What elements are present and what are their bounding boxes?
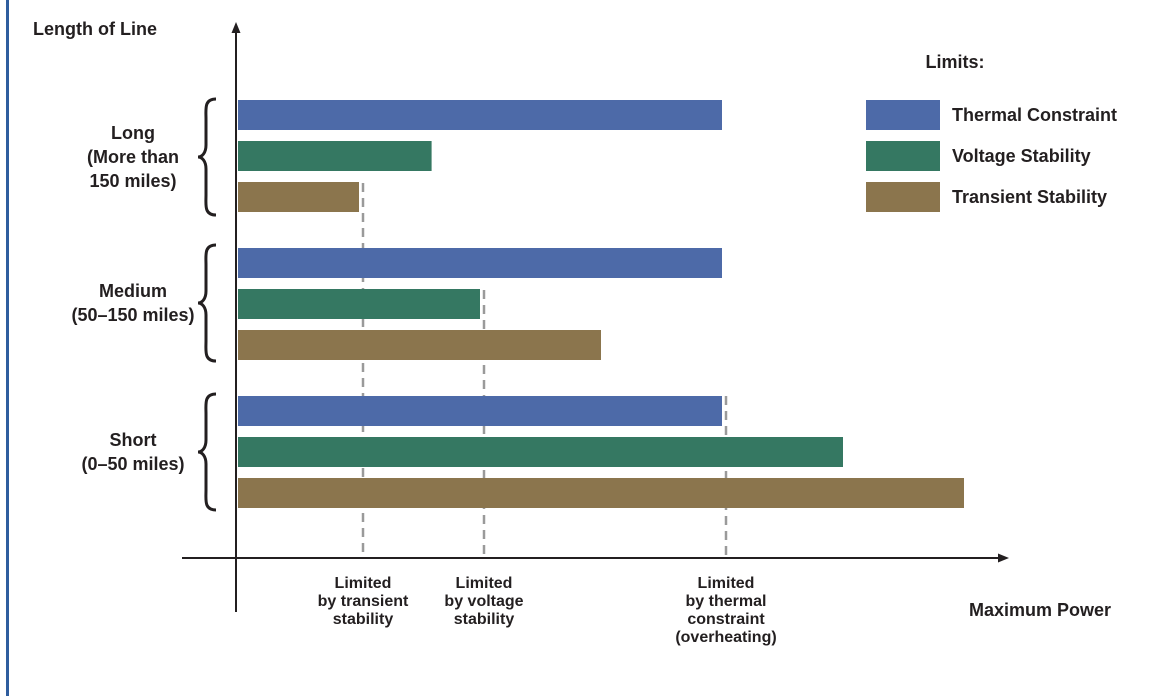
category-label-long: Long (More than 150 miles): [87, 123, 179, 191]
y-axis-title: Length of Line: [33, 19, 157, 39]
bar-long-voltage-stability: [238, 141, 432, 171]
bar-medium-transient-stability: [238, 330, 601, 360]
legend-label-voltage-stability: Voltage Stability: [952, 146, 1091, 166]
legend: Limits: Thermal Constraint Voltage Stabil…: [866, 52, 1117, 212]
reference-line-labels: Limited by transient stability Limited by vo…: [318, 575, 777, 646]
legend-swatch-voltage-stability: [866, 141, 940, 171]
bar-short-transient-stability: [238, 478, 964, 508]
axes: Length of Line Maximum Power: [33, 19, 1111, 620]
page-border-rule: [6, 0, 9, 696]
legend-swatch-transient-stability: [866, 182, 940, 212]
reference-line-label-2: Limited by thermal constraint (overheating): [675, 575, 776, 646]
reference-line-label-1: Limited by voltage stability: [444, 575, 523, 628]
bar-long-transient-stability: [238, 182, 359, 212]
legend-label-transient-stability: Transient Stability: [952, 187, 1107, 207]
legend-label-thermal-constraint: Thermal Constraint: [952, 105, 1117, 125]
category-brace-short: [197, 392, 217, 512]
category-brace-long: [197, 97, 217, 217]
reference-line-label-0: Limited by transient stability: [318, 575, 409, 628]
reference-lines: [361, 183, 728, 557]
category-label-short: Short (0–50 miles): [81, 430, 184, 474]
bar-medium-voltage-stability: [238, 289, 480, 319]
legend-title: Limits:: [925, 52, 984, 72]
category-label-medium: Medium (50–150 miles): [71, 281, 194, 325]
bar-medium-thermal-constraint: [238, 248, 722, 278]
y-axis-arrow: [231, 22, 241, 33]
bar-short-voltage-stability: [238, 437, 843, 467]
bar-long-thermal-constraint: [238, 100, 722, 130]
category-brace-medium: [197, 243, 217, 363]
bars: [238, 100, 964, 508]
x-axis-title: Maximum Power: [969, 600, 1111, 620]
bar-short-thermal-constraint: [238, 396, 722, 426]
x-axis-arrow: [998, 553, 1009, 563]
legend-swatch-thermal-constraint: [866, 100, 940, 130]
category-labels: Long (More than 150 miles) Medium (50–150 mi…: [71, 97, 217, 512]
